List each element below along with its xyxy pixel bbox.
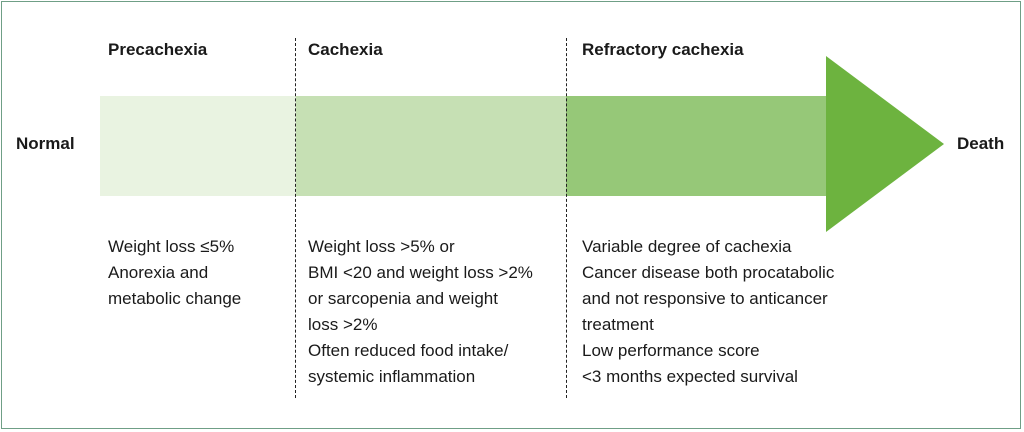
description-line: Weight loss >5% or	[308, 237, 455, 256]
stage-title-cachexia: Cachexia	[308, 40, 383, 59]
stage-title-precachexia: Precachexia	[108, 40, 208, 59]
stage-title-refractory-cachexia: Refractory cachexia	[582, 40, 744, 59]
end-label: Death	[957, 134, 1005, 153]
stage-divider-1	[295, 38, 296, 398]
description-line: Variable degree of cachexia	[582, 237, 792, 256]
description-line: BMI <20 and weight loss >2%	[308, 263, 533, 282]
description-line: systemic inflammation	[308, 367, 476, 386]
description-line: Cancer disease both procatabolic	[582, 263, 835, 282]
arrow-head-shape	[826, 56, 944, 232]
stage-description-precachexia: Weight loss ≤5% Anorexia and metabolic c…	[108, 234, 241, 312]
start-label: Normal	[16, 134, 75, 153]
stage-divider-2	[566, 38, 567, 398]
description-line: loss >2%	[308, 315, 378, 334]
stage-description-refractory-cachexia: Variable degree of cachexia Cancer disea…	[582, 234, 834, 390]
description-line: Anorexia and	[108, 263, 209, 282]
arrow-band-cachexia	[296, 96, 566, 196]
description-line: metabolic change	[108, 289, 242, 308]
arrow-band-refractory	[566, 96, 830, 196]
arrow-band-precachexia	[100, 96, 296, 196]
description-line: Low performance score	[582, 341, 760, 360]
stage-description-cachexia: Weight loss >5% or BMI <20 and weight lo…	[308, 234, 533, 390]
description-line: Often reduced food intake/	[308, 341, 509, 360]
description-line: and not responsive to anticancer	[582, 289, 828, 308]
description-line: or sarcopenia and weight	[308, 289, 498, 308]
arrow-head	[826, 56, 944, 232]
description-line: treatment	[582, 315, 654, 334]
description-line: <3 months expected survival	[582, 367, 798, 386]
description-line: Weight loss ≤5%	[108, 237, 235, 256]
